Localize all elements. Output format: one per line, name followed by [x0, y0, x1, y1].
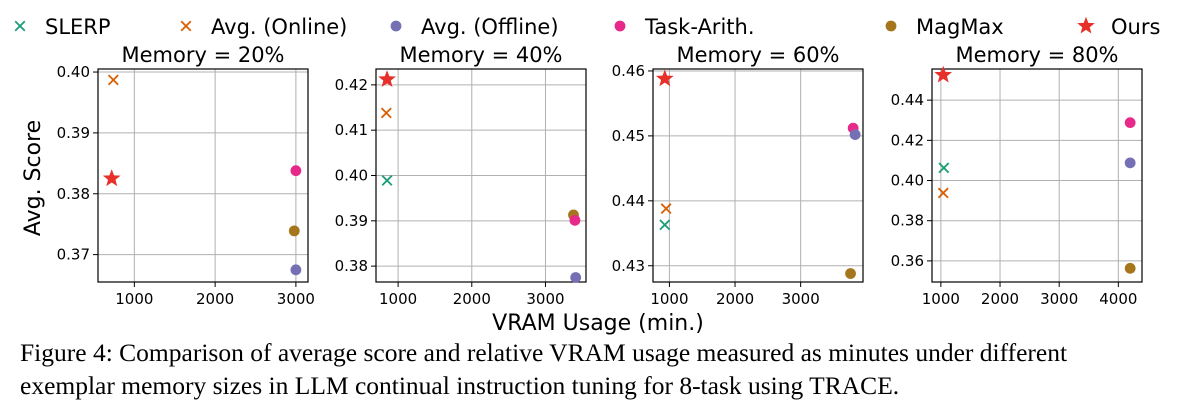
figure-caption: Figure 4: Comparison of average score an…	[20, 336, 1190, 402]
point-ours	[378, 70, 396, 87]
x-axis-label: VRAM Usage (min.)	[492, 311, 704, 336]
x-tick-label: 2000	[981, 290, 1019, 308]
x-tick-label: 4000	[1099, 290, 1137, 308]
y-tick-label: 0.46	[612, 62, 645, 80]
point-avg-online	[660, 203, 672, 215]
caption-line-2: exemplar memory sizes in LLM continual i…	[20, 371, 900, 400]
legend-marker-magmax	[885, 20, 897, 32]
legend-label-avg-online: Avg. (Online)	[211, 15, 347, 39]
y-tick-label: 0.42	[335, 76, 368, 94]
panel-3: Memory = 60% 1000 2000 3000 0.43 0.44 0.45 0.46	[612, 43, 864, 308]
legend-marker-ours	[1077, 16, 1095, 34]
panel-2-title: Memory = 40%	[399, 43, 562, 67]
point-magmax	[845, 268, 856, 279]
point-ours	[934, 65, 953, 83]
axes-frame	[375, 68, 587, 283]
y-tick-label: 0.40	[335, 167, 368, 185]
point-slerp	[659, 219, 671, 231]
point-avg-offline	[290, 264, 302, 276]
y-tick-label: 0.39	[57, 124, 90, 142]
y-tick-label: 0.38	[335, 257, 368, 275]
panel-3-title: Memory = 60%	[676, 43, 839, 67]
legend-label-ours: Ours	[1111, 15, 1160, 39]
x-tick-label: 2000	[716, 290, 754, 308]
legend-label-avg-offline: Avg. (Offline)	[421, 15, 559, 39]
x-tick-label: 2000	[196, 290, 234, 308]
y-tick-label: 0.44	[612, 192, 645, 210]
point-task-arith	[290, 165, 302, 177]
x-tick-label: 2000	[453, 290, 491, 308]
point-task-arith	[569, 214, 581, 226]
y-tick-label: 0.41	[335, 121, 368, 139]
y-tick-label: 0.40	[891, 172, 924, 190]
point-avg-offline	[849, 129, 861, 140]
point-ours	[655, 69, 674, 87]
panel-1: Memory = 20% 1000 2000 3000 0.37 0.38 0.39 0.40	[57, 43, 315, 308]
x-tick-label: 1000	[115, 290, 153, 308]
legend-marker-avg-online	[180, 20, 192, 32]
panel-4: Memory = 80% 1000 2000 3000 4000 0.36 0.38 0.40…	[891, 43, 1143, 308]
y-tick-label: 0.43	[612, 257, 645, 275]
point-magmax	[1124, 262, 1136, 274]
y-tick-label: 0.36	[891, 252, 924, 270]
y-tick-label: 0.38	[891, 212, 924, 230]
y-tick-label: 0.37	[57, 246, 90, 264]
point-slerp	[938, 162, 950, 174]
chart-panels: Memory = 20% 1000 2000 3000 0.37 0.38 0.39 0.40…	[57, 43, 1143, 308]
x-tick-label: 3000	[277, 290, 315, 308]
x-tick-label: 3000	[526, 290, 564, 308]
legend-marker-slerp	[14, 20, 26, 32]
y-tick-label: 0.39	[335, 212, 368, 230]
y-tick-label: 0.44	[891, 91, 924, 109]
x-tick-label: 1000	[922, 290, 960, 308]
figure-4-chart: SLERP Avg. (Online) Avg. (Offline) Task-Ari…	[14, 15, 1160, 336]
legend-marker-avg-offline	[390, 20, 402, 32]
panel-2: Memory = 40% 1000 2000 3000 0.38 0.39 0.40 0.41…	[335, 43, 587, 308]
point-avg-online	[937, 187, 949, 199]
panel-1-title: Memory = 20%	[121, 43, 284, 67]
axes-frame	[931, 68, 1143, 283]
point-task-arith	[1124, 117, 1136, 129]
y-tick-label: 0.40	[57, 63, 90, 81]
point-magmax	[288, 225, 300, 237]
x-tick-label: 3000	[782, 290, 820, 308]
panel-4-title: Memory = 80%	[955, 43, 1118, 67]
legend-label-slerp: SLERP	[45, 15, 111, 39]
point-avg-offline	[1124, 157, 1136, 169]
y-tick-label: 0.45	[612, 127, 645, 145]
y-tick-label: 0.42	[891, 131, 924, 149]
axes-frame	[97, 68, 309, 283]
axes-frame	[652, 68, 864, 283]
legend: SLERP Avg. (Online) Avg. (Offline) Task-Ari…	[14, 15, 1160, 39]
y-tick-label: 0.38	[57, 185, 90, 203]
legend-marker-task-arith	[614, 20, 626, 32]
x-tick-label: 1000	[650, 290, 688, 308]
y-axis-label: Avg. Score	[21, 120, 46, 236]
point-avg-online	[380, 107, 392, 119]
legend-label-magmax: MagMax	[916, 15, 1004, 39]
point-avg-offline	[570, 272, 582, 283]
legend-label-task-arith: Task-Arith.	[644, 15, 755, 39]
point-ours	[102, 169, 121, 187]
caption-line-1: Figure 4: Comparison of average score an…	[20, 338, 1068, 367]
point-slerp	[381, 175, 393, 186]
x-tick-label: 1000	[379, 290, 417, 308]
point-avg-online	[107, 74, 119, 86]
x-tick-label: 3000	[1040, 290, 1078, 308]
